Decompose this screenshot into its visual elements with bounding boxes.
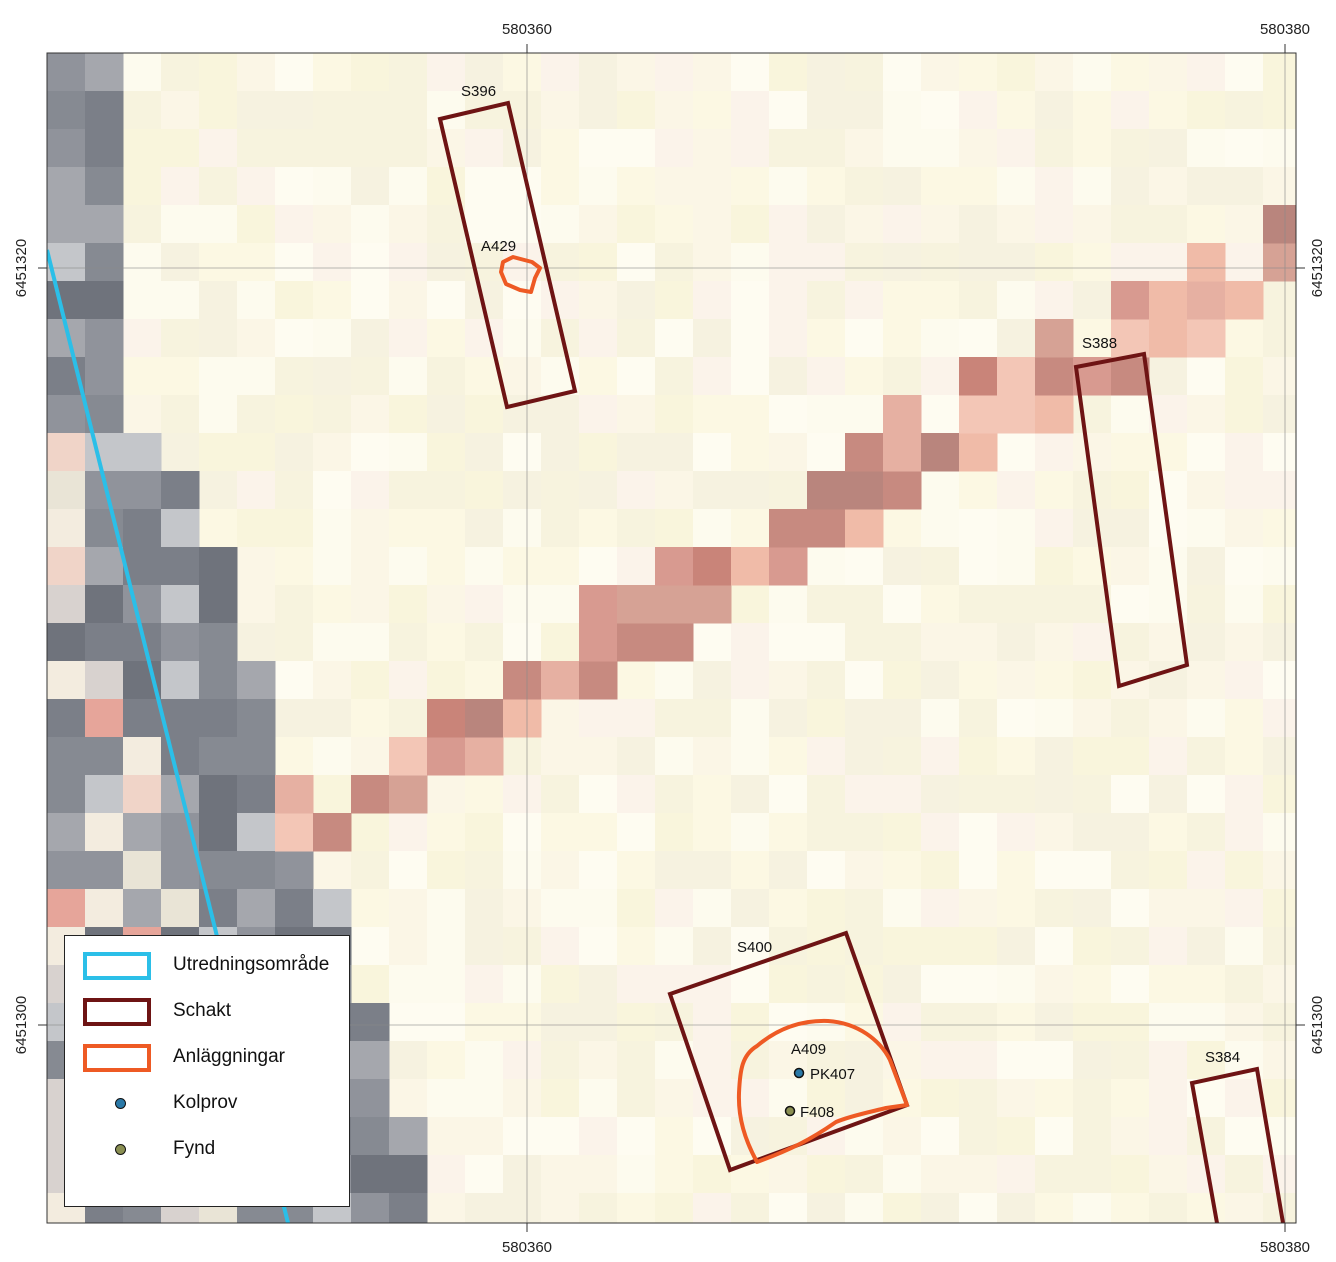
legend-symbol-find-dot [115, 1144, 126, 1155]
trench-s396 [437, 100, 578, 410]
find-point-f408[interactable] [784, 1105, 796, 1117]
coord-left-y-lower: 6451300 [13, 996, 30, 1054]
legend-label: Fynd [173, 1138, 216, 1159]
feature-a429 [499, 255, 542, 294]
coord-bottom-x-left: 580360 [502, 1239, 552, 1256]
sample-point-pk407[interactable] [793, 1067, 805, 1079]
coord-left-y-upper: 6451320 [13, 239, 30, 297]
legend-item-anlaggningar: Anläggningar [65, 1038, 349, 1084]
trench-s388 [1073, 351, 1190, 689]
feature-a409 [736, 1018, 909, 1164]
coord-top-x-left: 580360 [502, 21, 552, 38]
trench-s384 [1189, 1066, 1285, 1223]
legend-item-utredningsomrade: Utredningsområde [65, 946, 349, 992]
label-a409: A409 [791, 1041, 826, 1058]
legend-label: Kolprov [173, 1092, 238, 1113]
legend-item-schakt: Schakt [65, 992, 349, 1038]
coord-bottom-x-right: 580380 [1260, 1239, 1310, 1256]
coord-right-y-upper: 6451320 [1309, 239, 1326, 297]
legend-symbol-feature [83, 1044, 151, 1072]
legend-item-fynd: Fynd [65, 1130, 349, 1176]
features [499, 255, 909, 1164]
frame-ticks [38, 44, 1305, 1232]
coord-right-y-lower: 6451300 [1309, 996, 1326, 1054]
label-f408: F408 [800, 1104, 834, 1121]
label-s396: S396 [461, 83, 496, 100]
legend-symbol-boundary [83, 952, 151, 980]
legend-label: Schakt [173, 1000, 232, 1021]
map-legend: Utredningsområde Schakt Anläggningar Kol… [64, 935, 350, 1207]
label-pk407: PK407 [810, 1066, 855, 1083]
legend-label: Utredningsområde [173, 954, 330, 975]
coord-top-x-right: 580380 [1260, 21, 1310, 38]
legend-label: Anläggningar [173, 1046, 285, 1067]
label-s384: S384 [1205, 1049, 1240, 1066]
legend-symbol-sample-dot [115, 1098, 126, 1109]
label-s388: S388 [1082, 335, 1117, 352]
map-frame [46, 52, 1297, 1224]
label-a429: A429 [481, 238, 516, 255]
legend-symbol-trench [83, 998, 151, 1026]
legend-item-kolprov: Kolprov [65, 1084, 349, 1130]
label-s400: S400 [737, 939, 772, 956]
